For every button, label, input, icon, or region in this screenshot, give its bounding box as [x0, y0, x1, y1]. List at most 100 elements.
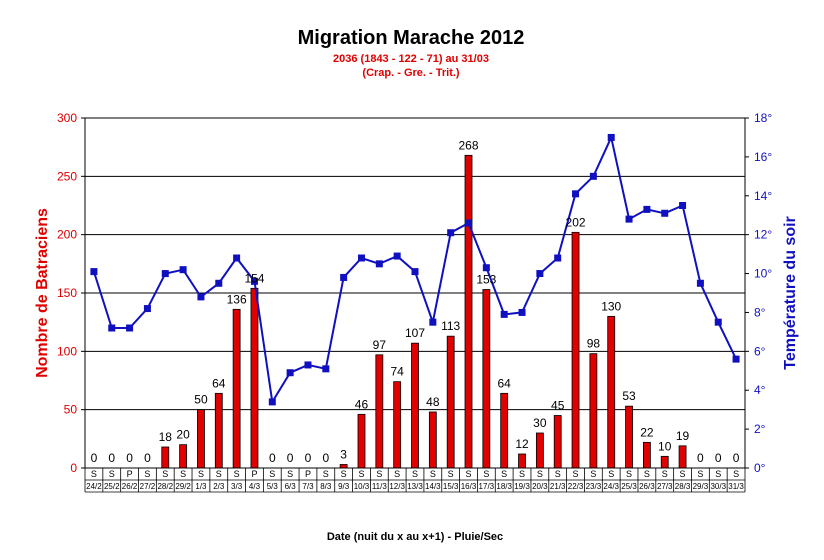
- x-axis-categories: S24/2S25/2P26/2S27/2S28/2S29/2S1/3S2/3S3…: [84, 468, 746, 493]
- x-date-label: 24/2: [86, 482, 102, 491]
- x-condition-label: S: [269, 469, 275, 479]
- x-condition-label: S: [626, 469, 632, 479]
- x-date-label: 27/2: [140, 482, 156, 491]
- right-tick-label: 4°: [754, 383, 766, 397]
- left-tick-label: 100: [57, 344, 77, 358]
- x-condition-label: P: [127, 469, 133, 479]
- x-date-label: 5/3: [267, 482, 279, 491]
- x-date-label: 19/3: [514, 482, 530, 491]
- x-condition-label: S: [537, 469, 543, 479]
- temperature-series: [90, 133, 740, 406]
- x-date-label: 28/2: [157, 482, 173, 491]
- temperature-point: [607, 133, 615, 141]
- temperature-point: [500, 310, 508, 318]
- temperature-point: [714, 318, 722, 326]
- chart-subtitle-line1: 2036 (1843 - 122 - 71) au 31/03: [333, 53, 489, 65]
- x-date-label: 10/3: [354, 482, 370, 491]
- bar-value-label: 130: [601, 299, 621, 313]
- temperature-point: [233, 254, 241, 262]
- left-axis-label: Nombre de Batraciens: [34, 208, 51, 378]
- temperature-point: [625, 215, 633, 223]
- bar: [553, 415, 562, 469]
- x-condition-label: S: [697, 469, 703, 479]
- x-date-label: 13/3: [407, 482, 423, 491]
- x-date-label: 26/2: [122, 482, 138, 491]
- x-date-label: 30/3: [710, 482, 726, 491]
- x-date-label: 6/3: [285, 482, 297, 491]
- left-tick-label: 150: [57, 286, 77, 300]
- temperature-point: [482, 264, 490, 272]
- right-tick-label: 10°: [754, 267, 772, 281]
- bar-value-label: 10: [658, 439, 672, 453]
- temperature-point: [696, 279, 704, 287]
- x-date-label: 8/3: [320, 482, 332, 491]
- temperature-point: [411, 268, 419, 276]
- bar-value-label: 48: [426, 395, 440, 409]
- x-date-label: 31/3: [728, 482, 744, 491]
- bar-value-label: 136: [227, 292, 247, 306]
- bar-value-label: 0: [108, 451, 115, 465]
- bar-series: [161, 154, 687, 469]
- x-condition-label: P: [305, 469, 311, 479]
- x-date-label: 22/3: [568, 482, 584, 491]
- bar-value-label: 97: [373, 338, 387, 352]
- temperature-point: [393, 252, 401, 260]
- x-date-label: 12/3: [389, 482, 405, 491]
- left-tick-label: 250: [57, 169, 77, 183]
- right-tick-label: 8°: [754, 305, 766, 319]
- temperature-point: [661, 209, 669, 217]
- x-date-label: 4/3: [249, 482, 261, 491]
- x-condition-label: S: [644, 469, 650, 479]
- temperature-point: [589, 172, 597, 180]
- x-condition-label: S: [733, 469, 739, 479]
- x-condition-label: S: [448, 469, 454, 479]
- temperature-point: [357, 254, 365, 262]
- temperature-point: [554, 254, 562, 262]
- bar-value-label: 0: [287, 451, 294, 465]
- bar: [518, 453, 526, 469]
- bar-value-label: 30: [533, 416, 547, 430]
- bar-value-label: 74: [390, 365, 404, 379]
- x-date-label: 9/3: [338, 482, 350, 491]
- x-date-label: 17/3: [479, 482, 495, 491]
- x-axis-label: Date (nuit du x au x+1) - Pluie/Sec: [327, 531, 503, 543]
- bar: [232, 308, 241, 469]
- x-condition-label: P: [251, 469, 257, 479]
- x-condition-label: S: [412, 469, 418, 479]
- x-date-label: 18/3: [496, 482, 512, 491]
- x-date-label: 21/3: [550, 482, 566, 491]
- bar-value-label: 202: [566, 215, 586, 229]
- temperature-point: [465, 219, 473, 227]
- gridlines: [85, 175, 745, 411]
- temperature-point: [250, 277, 258, 285]
- temperature-point: [375, 260, 383, 268]
- temperature-point: [179, 266, 187, 274]
- x-condition-label: S: [608, 469, 614, 479]
- left-tick-label: 0: [70, 461, 77, 475]
- x-date-label: 23/3: [586, 482, 602, 491]
- x-date-label: 7/3: [302, 482, 314, 491]
- x-condition-label: S: [715, 469, 721, 479]
- bar: [660, 455, 669, 469]
- x-date-label: 26/3: [639, 482, 655, 491]
- bar: [607, 315, 616, 469]
- bar-value-label: 46: [355, 397, 369, 411]
- x-date-label: 28/3: [675, 482, 691, 491]
- temperature-point: [126, 324, 134, 332]
- bar: [428, 411, 437, 469]
- bar-value-label: 18: [159, 430, 173, 444]
- bar: [179, 444, 188, 469]
- temperature-point: [143, 305, 151, 313]
- right-tick-label: 2°: [754, 422, 766, 436]
- bar-value-label: 98: [587, 337, 601, 351]
- x-condition-label: S: [234, 469, 240, 479]
- x-date-label: 27/3: [657, 482, 673, 491]
- x-date-label: 2/3: [213, 482, 225, 491]
- bar: [464, 154, 473, 469]
- x-condition-label: S: [573, 469, 579, 479]
- temperature-point: [197, 293, 205, 301]
- right-tick-label: 12°: [754, 228, 772, 242]
- bar: [357, 413, 366, 469]
- temperature-point: [518, 308, 526, 316]
